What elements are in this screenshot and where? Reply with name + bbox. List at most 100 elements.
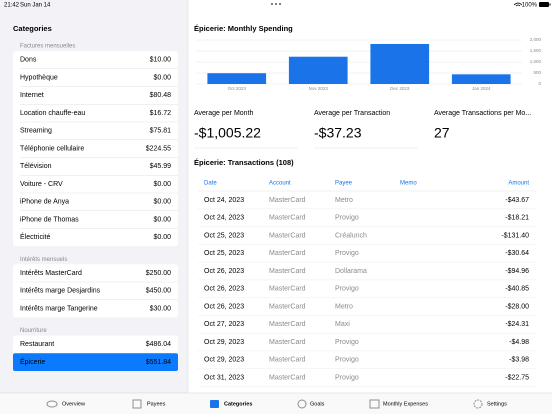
group-header: Factures mensuelles [20,44,75,50]
cell: MasterCard [269,339,306,346]
cell: MasterCard [269,250,306,257]
category-amount[interactable]: $0.00 [153,199,171,206]
category-amount[interactable]: $0.00 [153,216,171,223]
group-header: Intérêts mensuels [20,257,67,263]
cell: Oct 24, 2023 [204,197,244,204]
category-name[interactable]: Épicerie [20,357,45,366]
cell: -$43.67 [505,197,529,204]
y-tick-label: 2,000 [530,37,542,42]
cell: Oct 27, 2023 [204,321,244,328]
selected-row [13,353,178,371]
category-name[interactable]: iPhone de Anya [20,199,69,206]
category-name[interactable]: Voiture - CRV [20,181,63,188]
cell: -$24.31 [505,321,529,328]
category-amount[interactable]: $250.00 [146,270,171,277]
column-header[interactable]: Amount [508,181,529,187]
stat-label: Average Transactions per Mo... [434,110,531,117]
tab-label[interactable]: Payees [147,401,166,407]
category-amount[interactable]: $224.55 [146,145,171,152]
category-name[interactable]: Intérêts MasterCard [20,270,82,277]
cell: Oct 25, 2023 [204,232,244,239]
category-amount[interactable]: $486.04 [146,341,171,348]
cell: Provigo [335,339,359,346]
cell: -$28.00 [505,303,529,310]
cell: -$30.64 [505,250,529,257]
category-amount[interactable]: $30.00 [150,305,172,312]
cell: Oct 26, 2023 [204,286,244,293]
category-name[interactable]: Hypothèque [20,74,58,81]
category-name[interactable]: Streaming [20,128,52,135]
payees-icon [132,399,142,409]
category-name[interactable]: Électricité [20,232,50,241]
column-header[interactable]: Payee [335,181,353,187]
cell: Maxi [335,321,350,328]
cell: Oct 29, 2023 [204,357,244,364]
category-amount[interactable]: $10.00 [150,57,172,64]
cell: MasterCard [269,232,306,239]
cell: MasterCard [269,303,306,310]
category-name[interactable]: Restaurant [20,341,54,348]
tab-label[interactable]: Settings [487,401,507,407]
y-tick-label: 1,000 [530,59,542,64]
wifi-icon [513,2,523,7]
tab-label[interactable]: Categories [224,401,252,407]
stat-label: Average per Transaction [314,110,390,117]
cell: MasterCard [269,286,306,293]
bar [451,74,511,84]
bar [207,73,267,84]
category-name[interactable]: Intérêts marge Desjardins [20,288,101,295]
category-amount[interactable]: $80.48 [150,92,172,99]
category-amount[interactable]: $0.00 [153,74,171,81]
bar [370,43,430,84]
category-name[interactable]: Internet [20,92,44,99]
cell: -$18.21 [505,215,529,222]
category-amount[interactable]: $16.72 [150,110,172,117]
category-name[interactable]: Dons [20,57,37,64]
overview-icon [46,400,58,408]
column-header[interactable]: Memo [400,181,417,187]
cell: Oct 25, 2023 [204,250,244,257]
category-name[interactable]: Téléphonie cellulaire [20,145,84,152]
tab-label[interactable]: Overview [62,401,85,407]
cell: Provigo [335,357,359,364]
x-tick-label: Oct 2023 [228,86,247,91]
status-battery: 100% [522,3,538,9]
chart-title: Épicerie: Monthly Spending [194,24,293,33]
transactions-title: Épicerie: Transactions (108) [194,158,294,167]
category-amount[interactable]: $551.84 [146,359,171,366]
cell: MasterCard [269,197,306,204]
category-amount[interactable]: $0.00 [153,234,171,241]
column-header[interactable]: Account [269,181,291,187]
cell: Oct 29, 2023 [204,339,244,346]
category-amount[interactable]: $0.00 [153,181,171,188]
status-time: 21:42 [4,3,20,9]
category-amount[interactable]: $75.81 [150,128,172,135]
bar [288,56,348,84]
category-name[interactable]: Télévision [20,163,52,170]
cell: -$40.85 [505,286,529,293]
stat-value: -$37.23 [314,125,362,141]
category-name[interactable]: Location chauffe-eau [20,110,85,117]
cell: Provigo [335,250,359,257]
stat-label: Average per Month [194,110,254,117]
tab-label[interactable]: Monthly Expenses [383,401,428,407]
cell: MasterCard [269,268,306,275]
y-tick-label: 0 [538,81,541,86]
category-name[interactable]: iPhone de Thomas [20,216,79,223]
cell: -$131.40 [501,232,529,239]
cell: MasterCard [269,215,306,222]
group-header: Nourriture [20,328,47,334]
category-amount[interactable]: $450.00 [146,288,171,295]
cell: MasterCard [269,357,306,364]
category-amount[interactable]: $45.99 [150,163,172,170]
categories-icon [210,400,219,408]
group-card [13,264,178,318]
cell: Oct 31, 2023 [204,374,244,381]
category-name[interactable]: Intérêts marge Tangerine [20,305,98,312]
cell: Metro [335,303,353,310]
multitask-dots [271,3,281,5]
tab-label[interactable]: Goals [310,401,325,407]
cell: Oct 26, 2023 [204,268,244,275]
column-header[interactable]: Date [204,181,217,187]
